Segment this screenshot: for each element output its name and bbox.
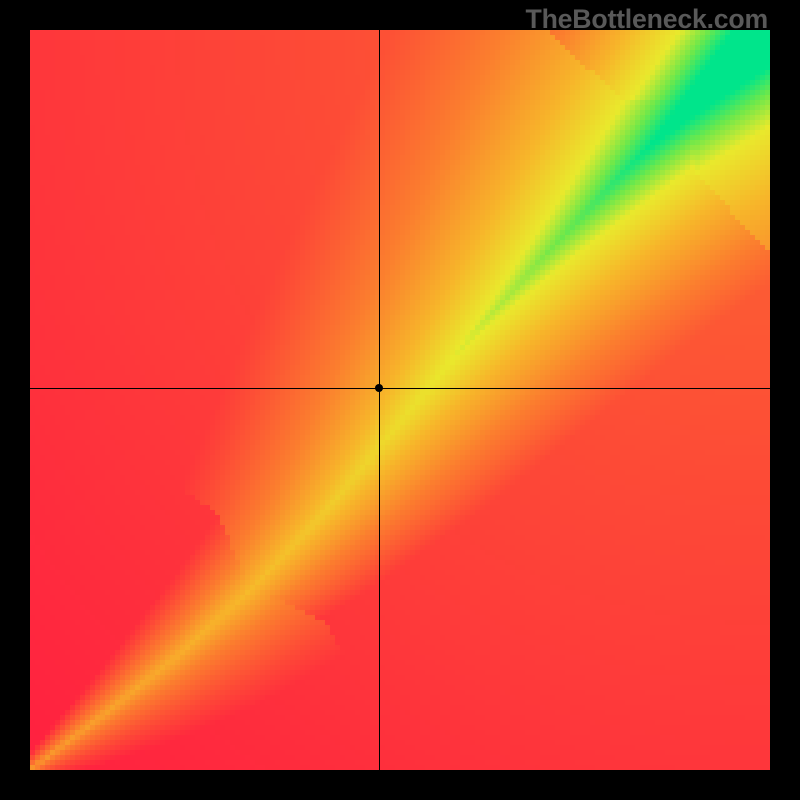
watermark-text: TheBottleneck.com bbox=[526, 4, 768, 35]
crosshair-vertical bbox=[379, 30, 380, 770]
crosshair-marker bbox=[375, 384, 383, 392]
heatmap-canvas bbox=[30, 30, 770, 770]
crosshair-horizontal bbox=[30, 388, 770, 389]
plot-area bbox=[30, 30, 770, 770]
